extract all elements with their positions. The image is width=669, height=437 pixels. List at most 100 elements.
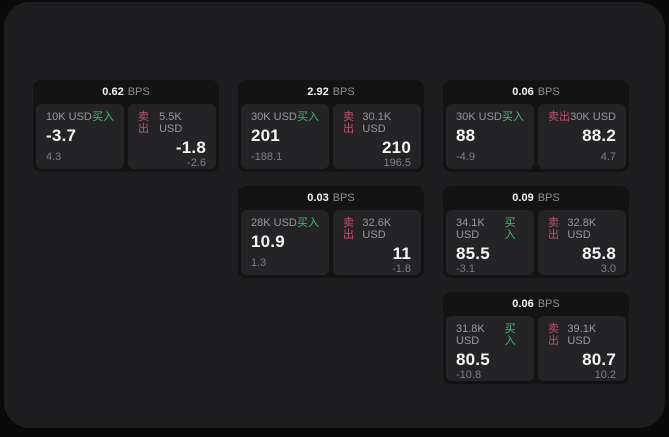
sell-amount-label: 30K USD <box>570 111 616 123</box>
sell-cell-top: 卖出 32.6K USD <box>343 217 411 241</box>
sell-cell[interactable]: 卖出 30.1K USD 210 196.5 <box>333 104 421 169</box>
bps-value: 0.62 <box>102 86 124 98</box>
sell-side-tag: 卖出 <box>548 323 559 347</box>
sell-cell-top: 卖出 30.1K USD <box>343 111 411 135</box>
quote-card-body: 31.8K USD 买入 80.5 -10.8 卖出 39.1K USD 80.… <box>446 316 626 381</box>
bps-header: 2.92 BPS <box>241 80 421 104</box>
sell-cell-top: 卖出 30K USD <box>548 111 616 123</box>
bps-value: 0.06 <box>512 86 534 98</box>
sell-price: -1.8 <box>175 138 206 157</box>
quote-card-4: 0.09 BPS 34.1K USD 买入 85.5 -3.1 卖出 32.8K… <box>443 186 629 278</box>
sell-cell[interactable]: 卖出 39.1K USD 80.7 10.2 <box>538 316 626 381</box>
bps-value: 0.06 <box>512 298 534 310</box>
buy-sub-value: 1.3 <box>251 257 267 269</box>
quote-card-1: 2.92 BPS 30K USD 买入 201 -188.1 卖出 30.1K … <box>238 80 424 172</box>
quote-card-body: 34.1K USD 买入 85.5 -3.1 卖出 32.8K USD 85.8… <box>446 210 626 275</box>
buy-sub-value: -10.8 <box>456 369 482 381</box>
sell-cell-top: 卖出 5.5K USD <box>138 111 206 135</box>
buy-price: 10.9 <box>251 232 285 251</box>
buy-amount-label: 30K USD <box>456 111 502 123</box>
sell-sub-value: 3.0 <box>600 263 616 275</box>
buy-amount-label: 34.1K USD <box>456 217 485 241</box>
sell-cell-top: 卖出 32.8K USD <box>548 217 616 241</box>
buy-sub-value: -188.1 <box>251 151 283 163</box>
quote-card-body: 28K USD 买入 10.9 1.3 卖出 32.6K USD 11 -1.8 <box>241 210 421 275</box>
buy-cell[interactable]: 28K USD 买入 10.9 1.3 <box>241 210 329 275</box>
quote-card-body: 10K USD 买入 -3.7 4.3 卖出 5.5K USD -1.8 -2.… <box>36 104 216 169</box>
buy-amount-label: 31.8K USD <box>456 323 485 347</box>
buy-sub-value: 4.3 <box>46 151 62 163</box>
buy-amount-label: 30K USD <box>251 111 297 123</box>
sell-cell[interactable]: 卖出 32.6K USD 11 -1.8 <box>333 210 421 275</box>
bps-unit-label: BPS <box>332 86 355 98</box>
sell-price: 85.8 <box>582 244 616 263</box>
buy-cell-top: 30K USD 买入 <box>251 111 319 123</box>
sell-amount-label: 30.1K USD <box>362 111 392 135</box>
bps-unit-label: BPS <box>537 298 560 310</box>
quote-card-body: 30K USD 买入 88 -4.9 卖出 30K USD 88.2 4.7 <box>446 104 626 169</box>
sell-amount-label: 32.8K USD <box>567 217 597 241</box>
sell-side-tag: 卖出 <box>343 217 354 241</box>
bps-unit-label: BPS <box>127 86 150 98</box>
sell-cell-top: 卖出 39.1K USD <box>548 323 616 347</box>
sell-sub-value: 4.7 <box>600 151 616 163</box>
buy-sub-value: -3.1 <box>456 263 475 275</box>
sell-side-tag: 卖出 <box>343 111 354 135</box>
buy-side-tag: 买入 <box>504 323 516 347</box>
bps-unit-label: BPS <box>332 192 355 204</box>
buy-cell-top: 30K USD 买入 <box>456 111 524 123</box>
sell-cell[interactable]: 卖出 32.8K USD 85.8 3.0 <box>538 210 626 275</box>
buy-cell-top: 34.1K USD 买入 <box>456 217 524 241</box>
quote-card-0: 0.62 BPS 10K USD 买入 -3.7 4.3 卖出 5.5K USD… <box>33 80 219 172</box>
buy-cell[interactable]: 10K USD 买入 -3.7 4.3 <box>36 104 124 169</box>
sell-price: 80.7 <box>582 350 616 369</box>
buy-sub-value: -4.9 <box>456 151 475 163</box>
quote-card-5: 0.06 BPS 31.8K USD 买入 80.5 -10.8 卖出 39.1… <box>443 292 629 384</box>
buy-cell-top: 10K USD 买入 <box>46 111 114 123</box>
buy-cell-top: 28K USD 买入 <box>251 217 319 229</box>
sell-sub-value: 10.2 <box>594 369 616 381</box>
buy-cell-top: 31.8K USD 买入 <box>456 323 524 347</box>
buy-cell[interactable]: 31.8K USD 买入 80.5 -10.8 <box>446 316 534 381</box>
buy-side-tag: 买入 <box>297 217 319 229</box>
sell-sub-value: -1.8 <box>392 263 411 275</box>
sell-amount-label: 5.5K USD <box>159 111 183 135</box>
buy-price: -3.7 <box>46 126 77 145</box>
sell-price: 88.2 <box>582 126 616 145</box>
bps-value: 0.09 <box>512 192 534 204</box>
buy-cell[interactable]: 34.1K USD 买入 85.5 -3.1 <box>446 210 534 275</box>
sell-side-tag: 卖出 <box>138 111 149 135</box>
bps-header: 0.03 BPS <box>241 186 421 210</box>
sell-side-tag: 卖出 <box>548 111 570 123</box>
quote-card-2: 0.06 BPS 30K USD 买入 88 -4.9 卖出 30K USD 8… <box>443 80 629 172</box>
sell-sub-value: 196.5 <box>383 157 411 169</box>
sell-amount-label: 32.6K USD <box>362 217 392 241</box>
buy-price: 201 <box>251 126 280 145</box>
buy-side-tag: 买入 <box>92 111 114 123</box>
buy-cell[interactable]: 30K USD 买入 201 -188.1 <box>241 104 329 169</box>
bps-header: 0.09 BPS <box>446 186 626 210</box>
bps-unit-label: BPS <box>537 86 560 98</box>
buy-amount-label: 28K USD <box>251 217 297 229</box>
sell-sub-value: -2.6 <box>187 157 206 169</box>
buy-price: 85.5 <box>456 244 490 263</box>
sell-cell[interactable]: 卖出 30K USD 88.2 4.7 <box>538 104 626 169</box>
bps-value: 2.92 <box>307 86 329 98</box>
bps-header: 0.62 BPS <box>36 80 216 104</box>
quotes-panel: 0.62 BPS 10K USD 买入 -3.7 4.3 卖出 5.5K USD… <box>4 2 665 428</box>
buy-side-tag: 买入 <box>504 217 516 241</box>
buy-amount-label: 10K USD <box>46 111 92 123</box>
buy-price: 88 <box>456 126 476 145</box>
quote-card-body: 30K USD 买入 201 -188.1 卖出 30.1K USD 210 1… <box>241 104 421 169</box>
sell-price: 11 <box>392 244 411 263</box>
sell-amount-label: 39.1K USD <box>567 323 597 347</box>
bps-header: 0.06 BPS <box>446 292 626 316</box>
sell-side-tag: 卖出 <box>548 217 559 241</box>
buy-cell[interactable]: 30K USD 买入 88 -4.9 <box>446 104 534 169</box>
buy-side-tag: 买入 <box>297 111 319 123</box>
buy-price: 80.5 <box>456 350 490 369</box>
buy-side-tag: 买入 <box>502 111 524 123</box>
quote-card-3: 0.03 BPS 28K USD 买入 10.9 1.3 卖出 32.6K US… <box>238 186 424 278</box>
sell-cell[interactable]: 卖出 5.5K USD -1.8 -2.6 <box>128 104 216 169</box>
bps-value: 0.03 <box>307 192 329 204</box>
